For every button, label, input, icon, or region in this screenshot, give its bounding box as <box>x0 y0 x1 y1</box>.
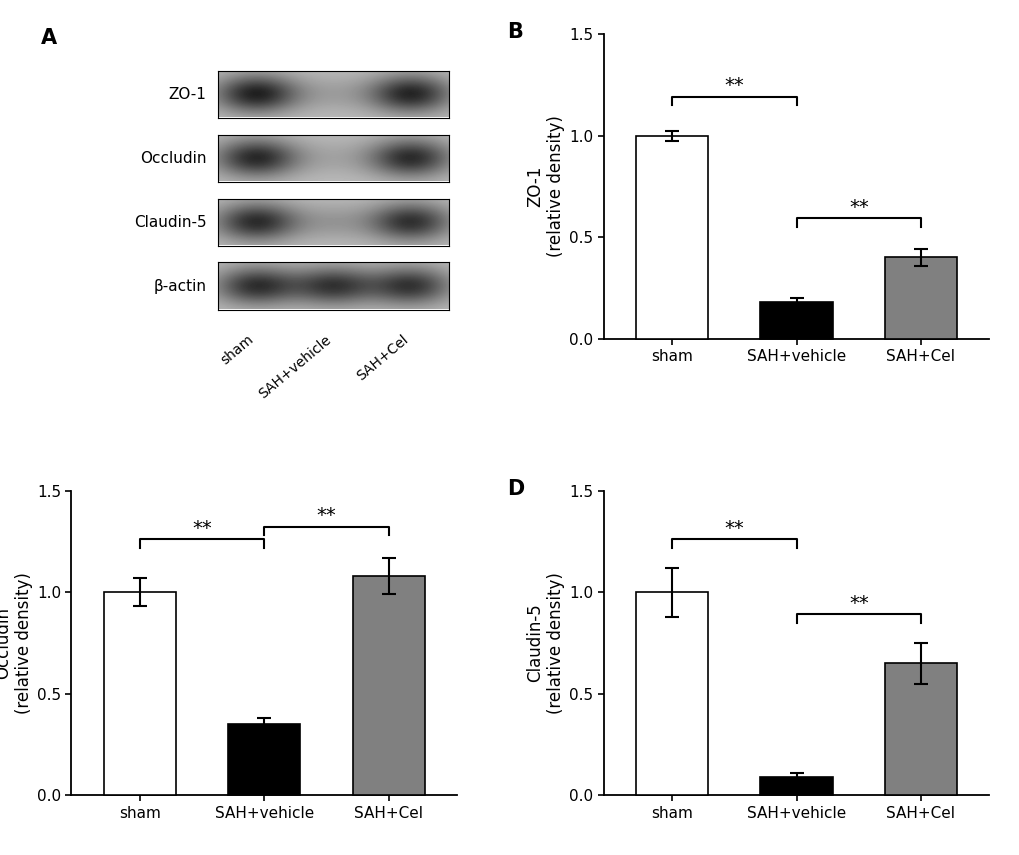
Bar <box>353 576 424 795</box>
Text: β-actin: β-actin <box>153 279 206 293</box>
Text: D: D <box>506 479 524 498</box>
Bar <box>636 593 707 795</box>
Text: Claudin-5: Claudin-5 <box>133 215 206 230</box>
Text: **: ** <box>192 518 212 538</box>
Text: ZO-1: ZO-1 <box>168 87 206 102</box>
Y-axis label: ZO-1
(relative density): ZO-1 (relative density) <box>526 115 565 257</box>
Y-axis label: Claudin-5
(relative density): Claudin-5 (relative density) <box>526 572 565 714</box>
Text: **: ** <box>723 518 744 538</box>
Bar <box>104 593 175 795</box>
Text: SAH+Cel: SAH+Cel <box>354 333 411 384</box>
Text: sham: sham <box>218 333 257 368</box>
Text: **: ** <box>316 506 336 525</box>
Text: SAH+vehicle: SAH+vehicle <box>256 333 333 401</box>
Y-axis label: Occludin
(relative density): Occludin (relative density) <box>0 572 33 714</box>
Text: Occludin: Occludin <box>140 150 206 166</box>
Bar <box>884 663 956 795</box>
Bar <box>760 777 832 795</box>
Bar <box>636 136 707 339</box>
Text: B: B <box>506 22 523 42</box>
Bar <box>760 302 832 339</box>
Text: **: ** <box>848 198 868 217</box>
Text: A: A <box>41 28 57 48</box>
Bar <box>228 724 300 795</box>
Text: **: ** <box>723 76 744 95</box>
Bar <box>884 257 956 339</box>
Text: **: ** <box>848 593 868 613</box>
